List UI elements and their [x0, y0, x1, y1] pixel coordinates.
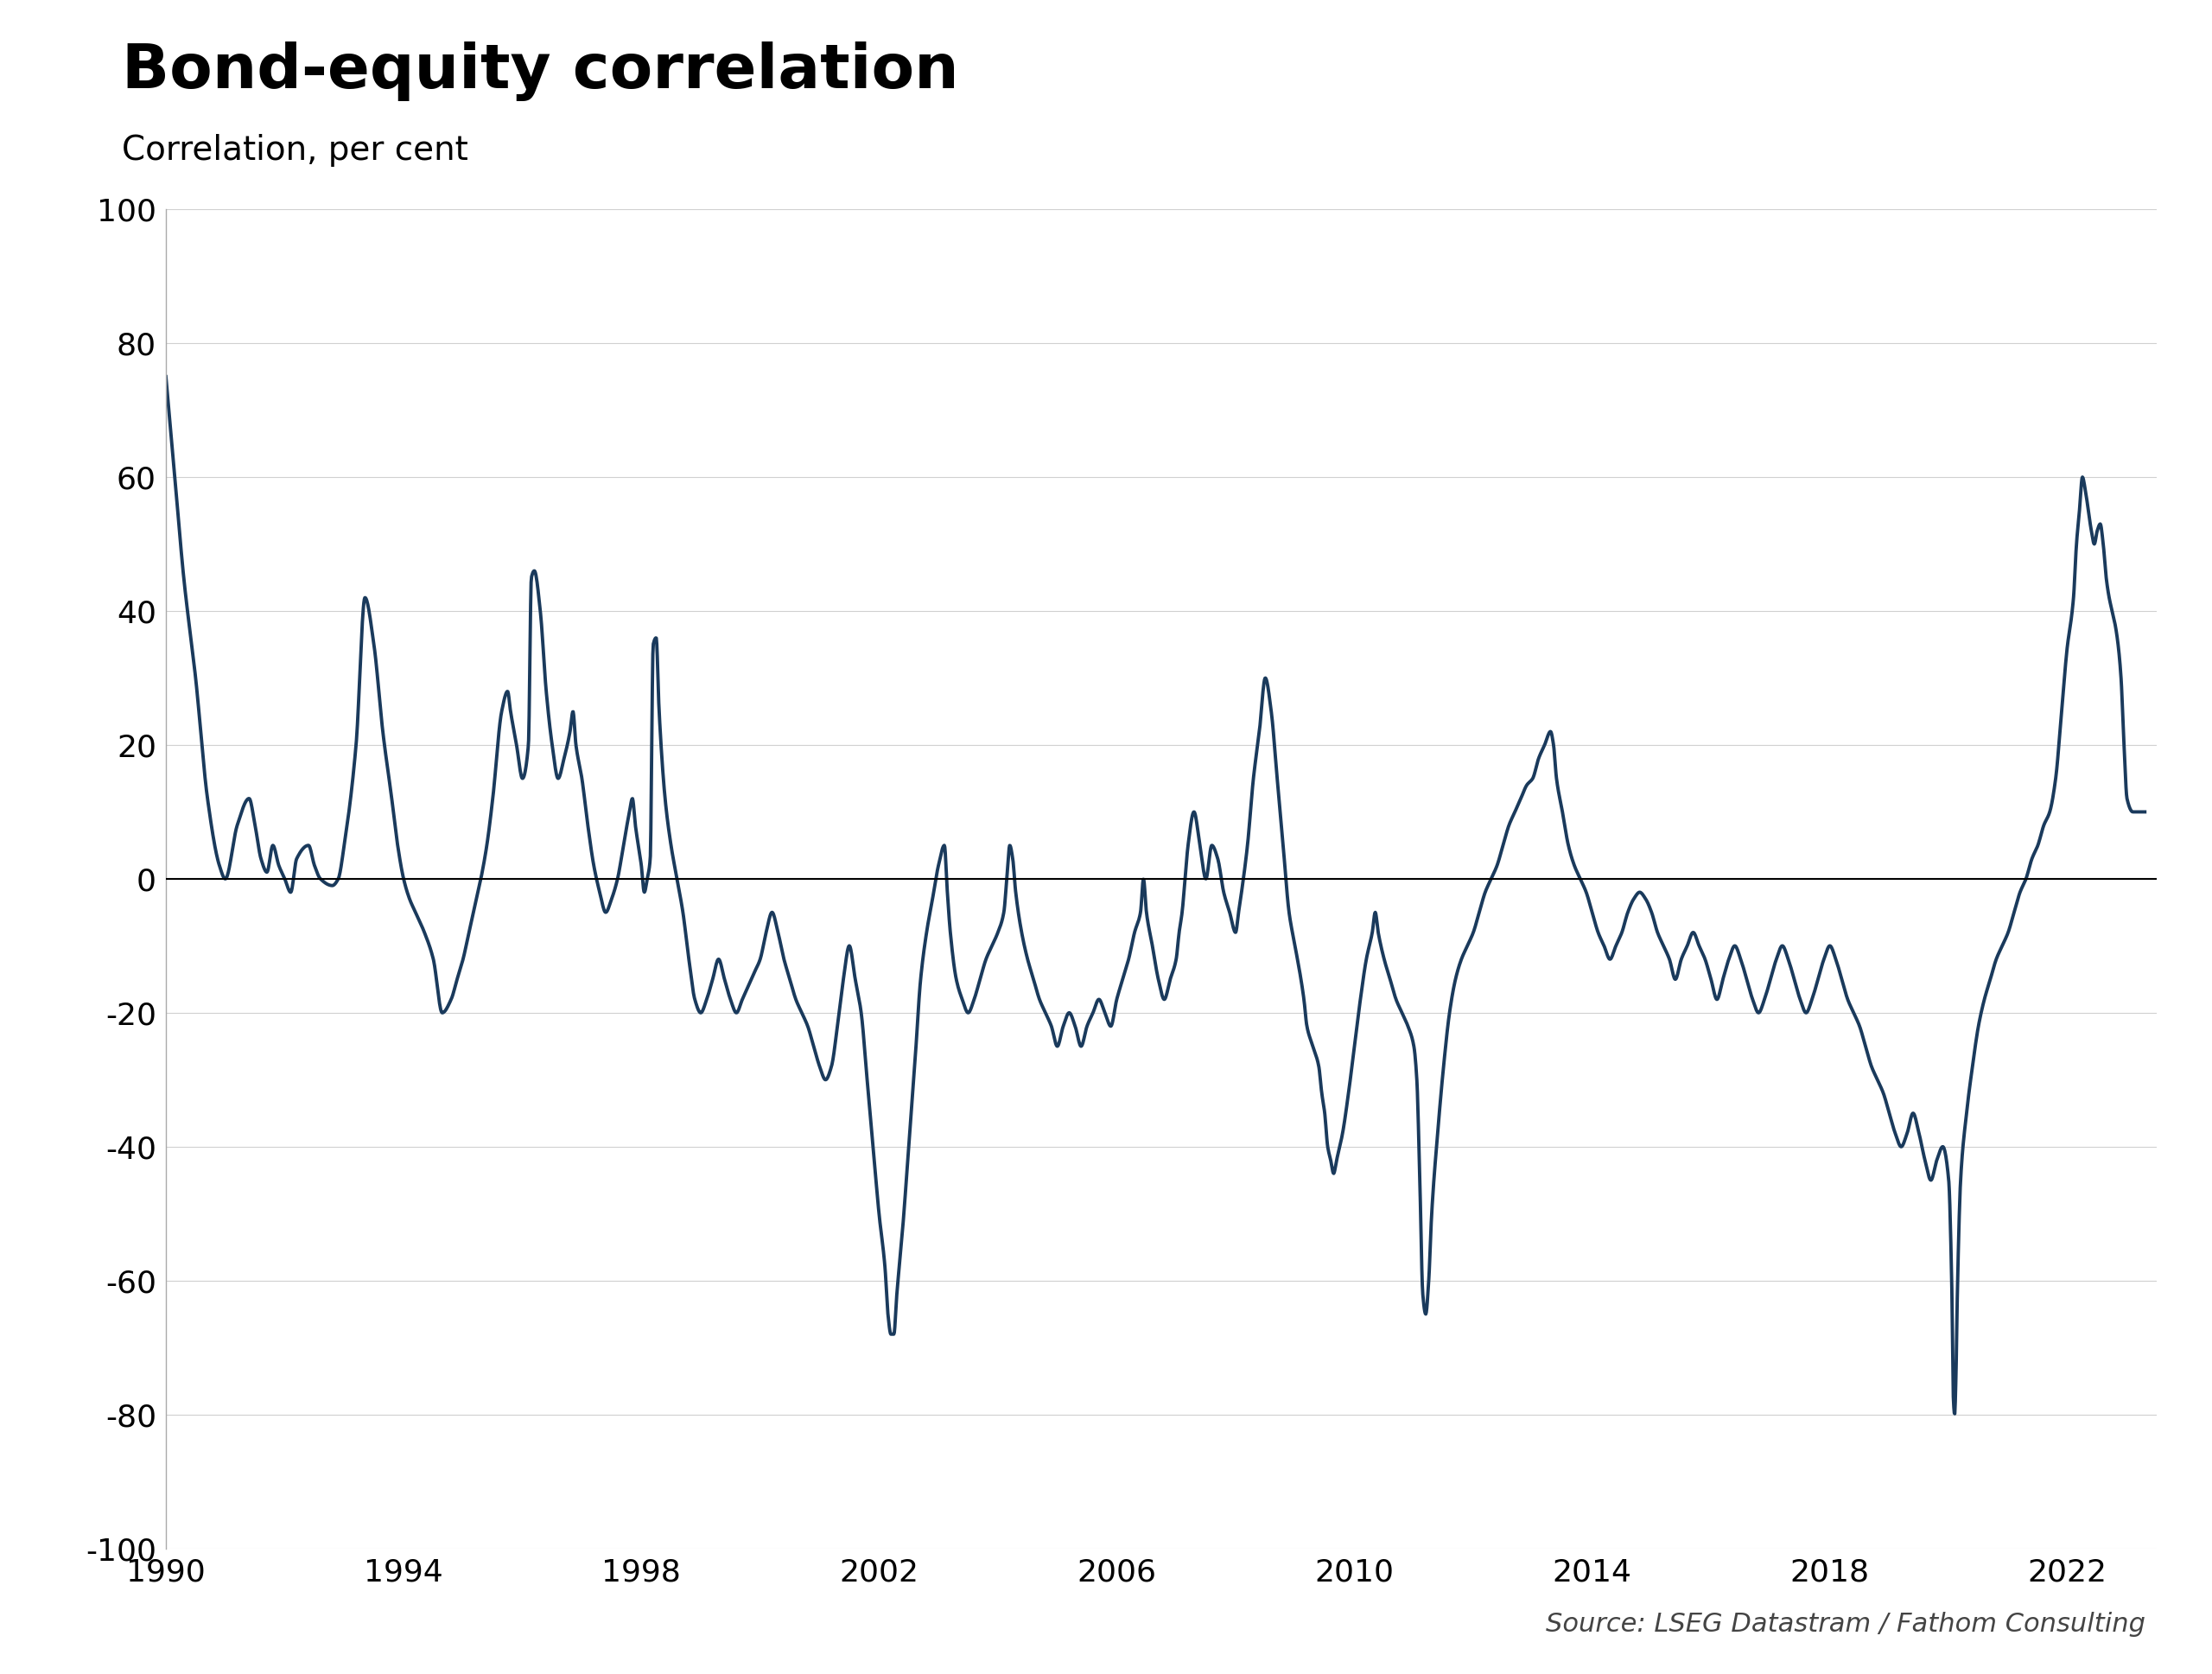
Text: Bond-equity correlation: Bond-equity correlation	[122, 42, 958, 102]
Text: Correlation, per cent: Correlation, per cent	[122, 134, 469, 167]
Text: Source: LSEG Datastram / Fathom Consulting: Source: LSEG Datastram / Fathom Consulti…	[1546, 1612, 2146, 1637]
